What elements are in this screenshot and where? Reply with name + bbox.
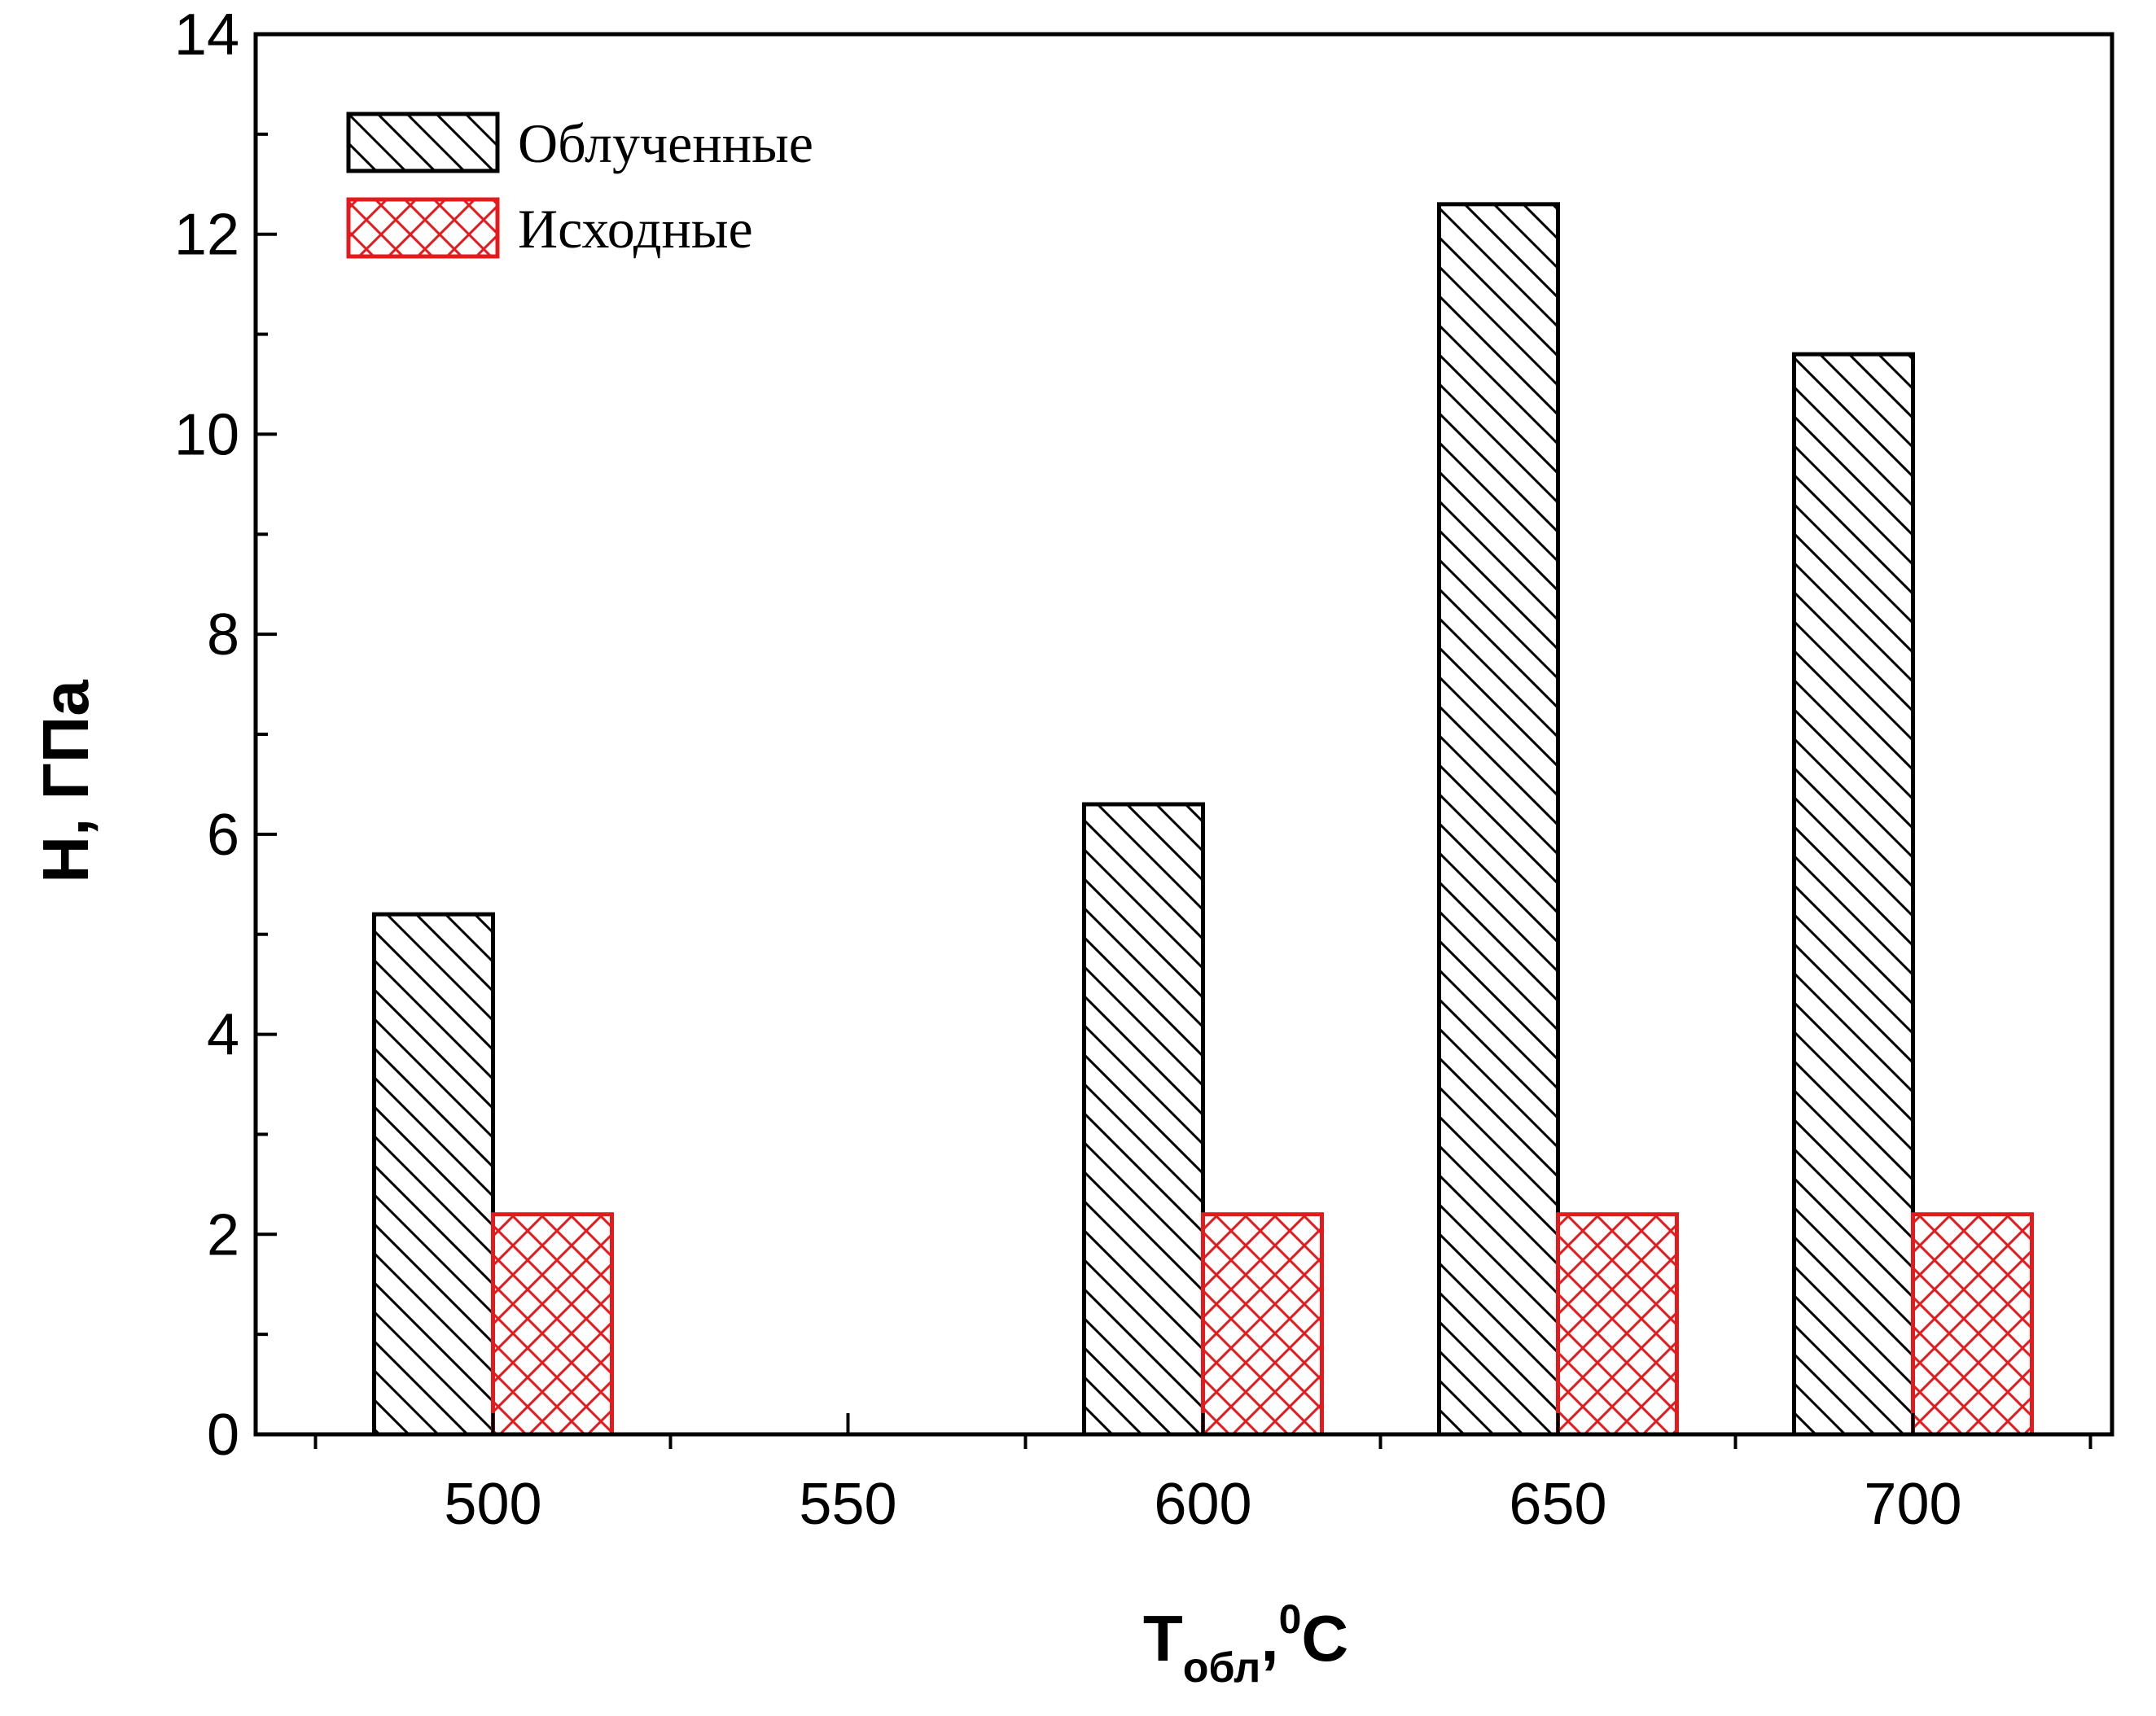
bar-initial-700 <box>1911 1212 2034 1437</box>
y-tick-label-0: 0 <box>207 1403 239 1468</box>
x-tick-label-700: 700 <box>1864 1472 1961 1537</box>
x-tick-label-550: 550 <box>799 1472 896 1537</box>
ticks-layer <box>256 33 2092 1449</box>
bar-irradiated-600 <box>1082 802 1205 1437</box>
x-axis-title: Tобл,0C <box>1143 1596 1348 1692</box>
bar-irradiated-700 <box>1792 352 1915 1437</box>
bar-initial-650 <box>1556 1212 1679 1437</box>
legend-item-initial: Исходные <box>346 197 753 260</box>
x-axis-title-unit: C <box>1301 1602 1348 1674</box>
y-axis-title: H, ГПа <box>29 680 102 883</box>
x-axis-title-superscript: 0 <box>1279 1596 1302 1642</box>
tick-labels-layer: 0 2 4 6 8 10 12 14 500 550 600 650 700 <box>174 2 1962 1537</box>
y-tick-label-10: 10 <box>174 402 239 467</box>
y-tick-label-8: 8 <box>207 602 239 668</box>
legend-swatch-irradiated <box>346 112 500 173</box>
x-axis-title-main: T <box>1143 1602 1183 1674</box>
legend-label-initial: Исходные <box>518 198 753 260</box>
legend-item-irradiated: Облученные <box>346 112 813 174</box>
bar-initial-600 <box>1201 1212 1324 1437</box>
x-axis-title-comma: , <box>1260 1602 1278 1674</box>
y-tick-label-2: 2 <box>207 1202 239 1267</box>
y-tick-label-12: 12 <box>174 203 239 268</box>
bar-initial-500 <box>491 1212 614 1437</box>
bar-irradiated-650 <box>1437 202 1560 1437</box>
legend: Облученные Исходные <box>346 112 813 260</box>
x-tick-label-500: 500 <box>444 1472 541 1537</box>
bars-layer <box>372 202 2034 1437</box>
y-tick-label-6: 6 <box>207 803 239 868</box>
x-axis-title-subscript: обл <box>1183 1644 1261 1692</box>
y-tick-label-4: 4 <box>207 1003 239 1068</box>
x-tick-label-600: 600 <box>1154 1472 1251 1537</box>
bar-irradiated-500 <box>372 912 495 1437</box>
y-tick-label-14: 14 <box>174 2 239 68</box>
x-tick-label-650: 650 <box>1509 1472 1606 1537</box>
legend-label-irradiated: Облученные <box>518 112 813 174</box>
legend-swatch-initial <box>346 197 500 259</box>
